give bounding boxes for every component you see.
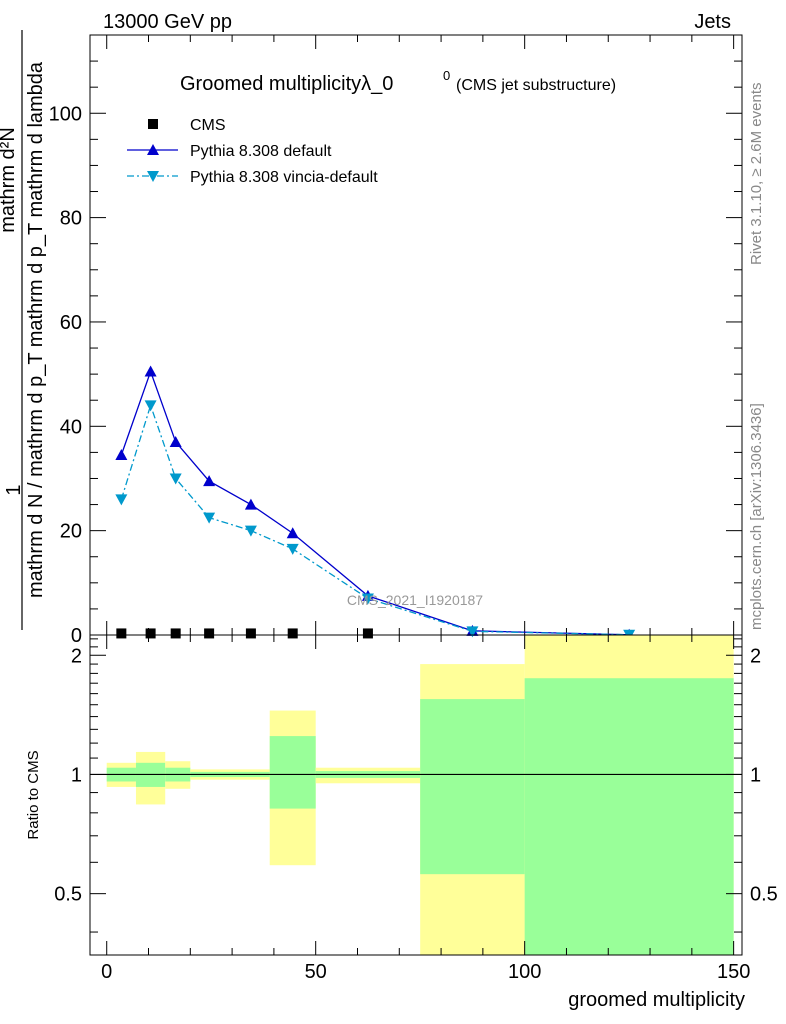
- ratio-y-tick-label: 1: [71, 764, 82, 786]
- legend-entry: Pythia 8.308 vincia-default: [190, 169, 378, 186]
- y-tick-label: 60: [60, 312, 82, 334]
- ratio-y-tick-label-right: 2: [750, 645, 761, 667]
- series-point-2: [361, 593, 374, 605]
- x-tick-label: 150: [717, 961, 750, 983]
- series-point-1: [244, 498, 257, 510]
- series-point-2: [286, 543, 299, 555]
- x-tick-label: 50: [305, 961, 327, 983]
- series-point-2: [144, 400, 157, 412]
- series-point-2: [169, 473, 182, 485]
- main-plot: 0 20 40 60 80 100 Groomed multiplicityλ_0 0 (…: [49, 34, 743, 647]
- header-left: 13000 GeV pp: [103, 11, 232, 33]
- series-point-1: [203, 475, 216, 487]
- x-axis-label: groomed multiplicity: [568, 989, 745, 1011]
- legend-marker: [147, 144, 159, 155]
- plot-subtitle: (CMS jet substructure): [456, 77, 616, 94]
- ylabel-prefix: 1: [3, 484, 25, 495]
- series-point-1: [286, 527, 299, 539]
- legend: CMS Pythia 8.308 default Pythia 8.308 vinc…: [127, 117, 378, 186]
- mcplots-label: mcplots.cern.ch [arXiv:1306.3436]: [748, 403, 765, 630]
- plot-title: Groomed multiplicityλ_0: [180, 73, 393, 95]
- legend-marker: [147, 171, 159, 182]
- x-tick-label: 0: [101, 961, 112, 983]
- y-tick-label: 0: [71, 625, 82, 647]
- series-point-1: [115, 449, 128, 460]
- header-right: Jets: [694, 11, 731, 33]
- y-tick-label: 20: [60, 521, 82, 543]
- series-point-0: [204, 628, 215, 639]
- series-point-2: [115, 494, 128, 506]
- series-point-0: [145, 628, 156, 639]
- main-y-axis-label: 1 mathrm d²N mathrm d N / mathrm d p_T m…: [0, 30, 47, 630]
- plot-title-superscript: 0: [443, 68, 450, 83]
- watermark: CMS_2021_I1920187: [347, 592, 483, 608]
- ratio-band-green: [269, 736, 316, 809]
- series-point-1: [144, 365, 157, 377]
- ratio-y-tick-label-right: 0.5: [750, 884, 778, 906]
- main-plot-frame: [89, 34, 743, 636]
- legend-marker: [148, 119, 158, 129]
- ratio-y-tick-label-right: 1: [750, 764, 761, 786]
- series-point-1: [169, 435, 182, 447]
- ylabel-numerator: mathrm d²N: [0, 127, 19, 233]
- ratio-y-tick-label: 0.5: [54, 884, 82, 906]
- y-tick-label: 40: [60, 416, 82, 438]
- series-point-2: [244, 525, 257, 537]
- ratio-y-tick-label: 2: [71, 645, 82, 667]
- y-tick-label: 80: [60, 208, 82, 230]
- ratio-plot-frame: [89, 634, 743, 956]
- series-point-0: [170, 628, 181, 639]
- legend-entry: CMS: [190, 117, 226, 134]
- series-point-0: [116, 628, 127, 639]
- rivet-label: Rivet 3.1.10, ≥ 2.6M events: [748, 83, 765, 266]
- series-point-0: [245, 628, 256, 639]
- series-point-0: [362, 628, 373, 639]
- ratio-band-green: [420, 699, 525, 875]
- series-point-2: [466, 626, 479, 638]
- ratio-y-axis-label: Ratio to CMS: [25, 750, 42, 839]
- ratio-band-green: [524, 678, 734, 955]
- ratio-plot: 0.5 0.5 1 1 2 2 0 50 100 150: [54, 634, 778, 983]
- series-point-2: [203, 512, 216, 524]
- ylabel-denominator: mathrm d N / mathrm d p_T mathrm d p_T m…: [25, 61, 47, 598]
- y-tick-label: 100: [49, 103, 82, 125]
- legend-entry: Pythia 8.308 default: [190, 143, 332, 160]
- series-point-0: [287, 628, 298, 639]
- x-tick-label: 100: [508, 961, 541, 983]
